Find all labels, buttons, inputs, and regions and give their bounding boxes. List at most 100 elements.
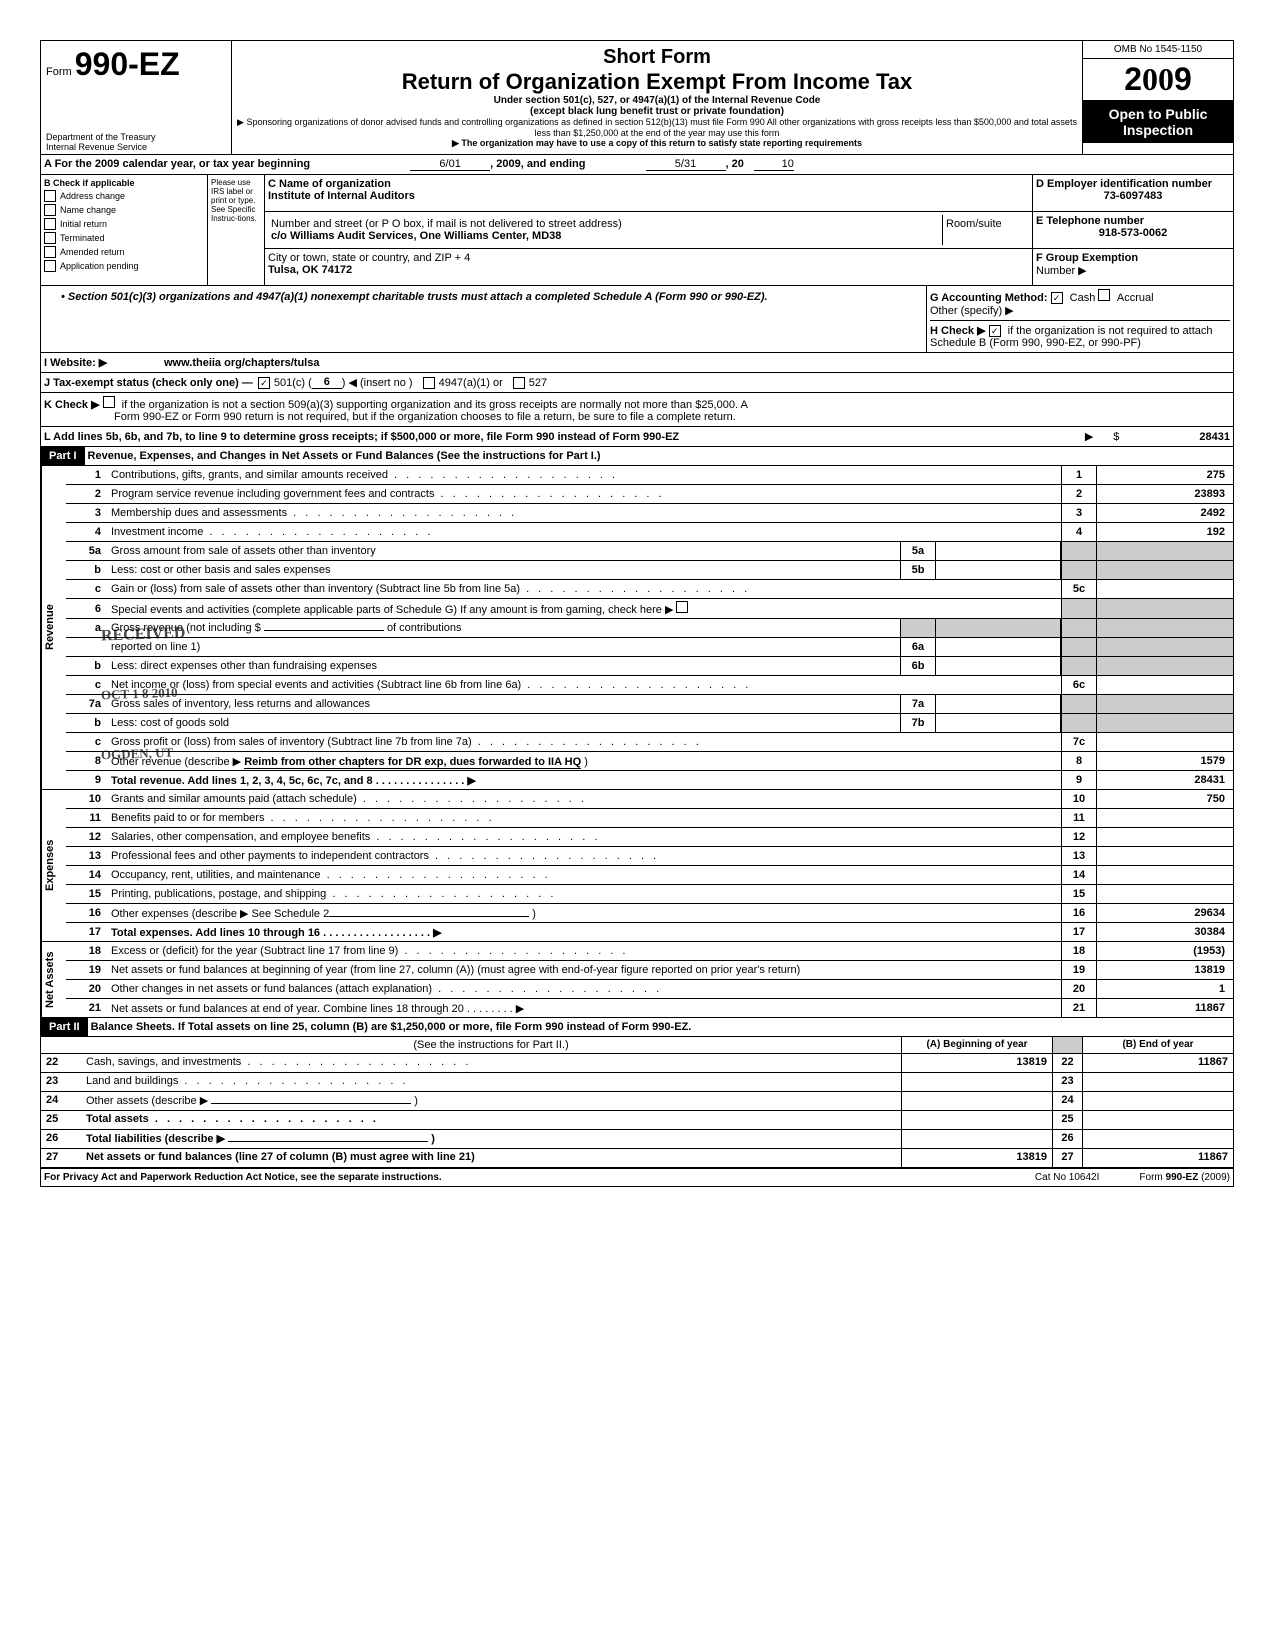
- part-1-header: Part I Revenue, Expenses, and Changes in…: [41, 447, 1233, 466]
- line-5b-midval: [936, 561, 1061, 579]
- header-right: OMB No 1545-1150 2009 Open to Public Ins…: [1082, 41, 1233, 154]
- line-6c-val: [1097, 676, 1233, 694]
- col-b-header: (B) End of year: [1083, 1037, 1233, 1053]
- received-stamp: RECEIVED: [101, 625, 186, 646]
- line-15-endnum: 15: [1061, 885, 1097, 903]
- line-2-endnum: 2: [1061, 485, 1097, 503]
- line-20-endnum: 20: [1061, 980, 1097, 998]
- line-2-desc: Program service revenue including govern…: [106, 486, 1061, 502]
- b24-num: 24: [41, 1092, 81, 1110]
- line-11-desc: Benefits paid to or for members: [106, 810, 1061, 826]
- b22-b: 11867: [1083, 1054, 1233, 1072]
- line-6a2-gray: [1061, 638, 1097, 656]
- b27-mid: 27: [1052, 1149, 1083, 1167]
- checkbox-h[interactable]: ✓: [989, 325, 1001, 337]
- line-4-endnum: 4: [1061, 523, 1097, 541]
- line-5b-gray: [1061, 561, 1097, 579]
- ein-value[interactable]: 73-6097483: [1036, 190, 1230, 202]
- checkbox-initial[interactable]: [44, 218, 56, 230]
- line-5b-mid: 5b: [900, 561, 936, 579]
- expenses-section: Expenses 10Grants and similar amounts pa…: [41, 790, 1233, 942]
- line-6a-midgv: [936, 619, 1061, 637]
- line-5b-desc: Less: cost or other basis and sales expe…: [106, 562, 900, 578]
- line-13-val: [1097, 847, 1233, 865]
- netassets-rows: 18Excess or (deficit) for the year (Subt…: [66, 942, 1233, 1017]
- line-5a-mid: 5a: [900, 542, 936, 560]
- checkbox-527[interactable]: [513, 377, 525, 389]
- line-21-endnum: 21: [1061, 999, 1097, 1017]
- header-left: Form 990-EZ Department of the Treasury I…: [41, 41, 232, 154]
- line-l: L Add lines 5b, 6b, and 7b, to line 9 to…: [41, 427, 1233, 447]
- line-6b-gray: [1061, 657, 1097, 675]
- line-17-val: 30384: [1097, 923, 1233, 941]
- checkbox-gaming[interactable]: [676, 601, 688, 613]
- please-use-irs: Please use IRS label or print or type. S…: [208, 175, 265, 285]
- b22-a: 13819: [901, 1054, 1052, 1072]
- line-14-endnum: 14: [1061, 866, 1097, 884]
- l6a-blank[interactable]: [264, 630, 384, 631]
- checkbox-501c[interactable]: ✓: [258, 377, 270, 389]
- checkbox-address-change[interactable]: [44, 190, 56, 202]
- omb-number: OMB No 1545-1150: [1083, 41, 1233, 59]
- checkbox-pending[interactable]: [44, 260, 56, 272]
- h-row: H Check ▶ ✓ if the organization is not r…: [930, 320, 1230, 349]
- b26-text: Total liabilities (describe ▶: [86, 1133, 225, 1145]
- bh-midnum: [1052, 1037, 1083, 1053]
- date-stamp: OCT 1 8 2010: [101, 685, 178, 704]
- row-a-tax-year: A For the 2009 calendar year, or tax yea…: [41, 155, 1233, 175]
- footer-row: For Privacy Act and Paperwork Reduction …: [41, 1169, 1233, 1186]
- org-name[interactable]: Institute of Internal Auditors: [268, 190, 1029, 202]
- g-accrual: Accrual: [1117, 292, 1154, 304]
- website-value[interactable]: www.theiia org/chapters/tulsa: [164, 357, 319, 369]
- label-address-change: Address change: [60, 191, 125, 201]
- l8-2[interactable]: Reimb from other chapters for DR exp, du…: [244, 756, 581, 769]
- part-2-title: Balance Sheets. If Total assets on line …: [88, 1018, 1233, 1036]
- g-other: Other (specify) ▶: [930, 304, 1230, 317]
- bh-instr: (See the instructions for Part II.): [81, 1037, 901, 1053]
- b26-b: [1083, 1130, 1233, 1148]
- netassets-section: Net Assets 18Excess or (deficit) for the…: [41, 942, 1233, 1018]
- year-end[interactable]: 10: [754, 158, 794, 171]
- checkbox-accrual[interactable]: [1098, 289, 1110, 301]
- line-18-val: (1953): [1097, 942, 1233, 960]
- line-7b-grayval: [1097, 714, 1233, 732]
- org-city[interactable]: Tulsa, OK 74172: [268, 264, 1029, 276]
- line-7a-num: 7a: [66, 696, 106, 712]
- phone-value[interactable]: 918-573-0062: [1036, 227, 1230, 239]
- city-row: City or town, state or country, and ZIP …: [265, 249, 1032, 285]
- line-20-val: 1: [1097, 980, 1233, 998]
- line-8-endnum: 8: [1061, 752, 1097, 770]
- line-6a2-desc: reported on line 1): [106, 639, 900, 655]
- checkbox-cash[interactable]: ✓: [1051, 292, 1063, 304]
- org-address[interactable]: c/o Williams Audit Services, One William…: [271, 230, 939, 242]
- line-21-val: 11867: [1097, 999, 1233, 1017]
- j-501c-num[interactable]: 6: [312, 376, 342, 389]
- j-label: J Tax-exempt status (check only one) —: [44, 377, 253, 389]
- year-end-month[interactable]: 5/31: [646, 158, 726, 171]
- checkbox-4947[interactable]: [423, 377, 435, 389]
- checkbox-k[interactable]: [103, 396, 115, 408]
- l-label: L Add lines 5b, 6b, and 7b, to line 9 to…: [44, 431, 679, 443]
- year-begin[interactable]: 6/01: [410, 158, 490, 171]
- b24-blank[interactable]: [211, 1103, 411, 1104]
- line-17-num: 17: [66, 924, 106, 940]
- checkbox-amended[interactable]: [44, 246, 56, 258]
- line-3-val: 2492: [1097, 504, 1233, 522]
- g-label: G Accounting Method:: [930, 292, 1048, 304]
- line-10-desc: Grants and similar amounts paid (attach …: [106, 791, 1061, 807]
- room-suite: Room/suite: [943, 215, 1029, 245]
- l16-blank[interactable]: [329, 916, 529, 917]
- b26-blank[interactable]: [228, 1141, 428, 1142]
- line-1-desc: Contributions, gifts, grants, and simila…: [106, 467, 1061, 483]
- form-number: 990-EZ: [75, 46, 180, 82]
- line-3-num: 3: [66, 505, 106, 521]
- b23-b: [1083, 1073, 1233, 1091]
- line-6a2-grayval: [1097, 638, 1233, 656]
- line-12-num: 12: [66, 829, 106, 845]
- line-18-desc: Excess or (deficit) for the year (Subtra…: [106, 943, 1061, 959]
- part-1-title: Revenue, Expenses, and Changes in Net As…: [85, 447, 1233, 465]
- checkbox-terminated[interactable]: [44, 232, 56, 244]
- website-label: I Website: ▶: [44, 356, 164, 369]
- checkbox-name-change[interactable]: [44, 204, 56, 216]
- group-exemption-cell: F Group Exemption Number ▶: [1033, 249, 1233, 285]
